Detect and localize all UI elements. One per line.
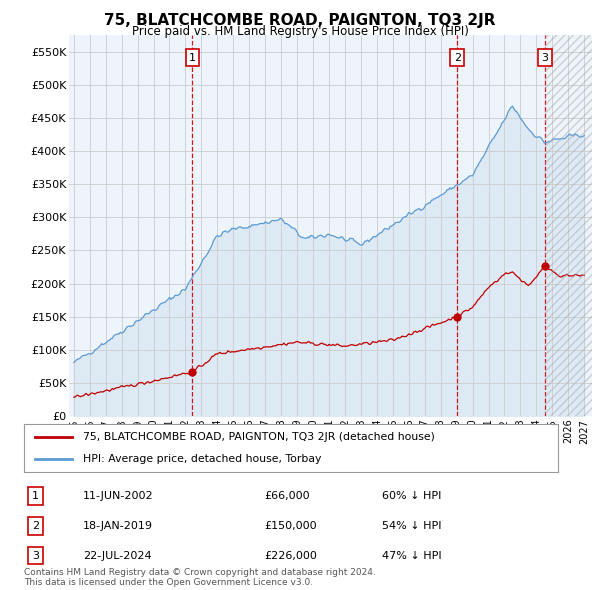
Text: 1: 1 (189, 53, 196, 63)
Text: 54% ↓ HPI: 54% ↓ HPI (382, 521, 441, 530)
Text: 3: 3 (32, 550, 39, 560)
Text: 75, BLATCHCOMBE ROAD, PAIGNTON, TQ3 2JR: 75, BLATCHCOMBE ROAD, PAIGNTON, TQ3 2JR (104, 13, 496, 28)
Text: 2: 2 (32, 521, 40, 530)
Text: 18-JAN-2019: 18-JAN-2019 (83, 521, 153, 530)
Text: Contains HM Land Registry data © Crown copyright and database right 2024.: Contains HM Land Registry data © Crown c… (24, 568, 376, 577)
Text: 3: 3 (542, 53, 548, 63)
Bar (545, 35, 592, 416)
Text: Price paid vs. HM Land Registry's House Price Index (HPI): Price paid vs. HM Land Registry's House … (131, 25, 469, 38)
Text: 11-JUN-2002: 11-JUN-2002 (83, 491, 154, 501)
Text: 47% ↓ HPI: 47% ↓ HPI (382, 550, 442, 560)
Text: HPI: Average price, detached house, Torbay: HPI: Average price, detached house, Torb… (83, 454, 321, 464)
Text: £66,000: £66,000 (265, 491, 310, 501)
Text: 22-JUL-2024: 22-JUL-2024 (83, 550, 151, 560)
Text: 1: 1 (32, 491, 39, 501)
Text: 75, BLATCHCOMBE ROAD, PAIGNTON, TQ3 2JR (detached house): 75, BLATCHCOMBE ROAD, PAIGNTON, TQ3 2JR … (83, 432, 434, 442)
Text: 2: 2 (454, 53, 461, 63)
Text: 60% ↓ HPI: 60% ↓ HPI (382, 491, 441, 501)
Text: £150,000: £150,000 (265, 521, 317, 530)
Text: £226,000: £226,000 (265, 550, 317, 560)
Text: This data is licensed under the Open Government Licence v3.0.: This data is licensed under the Open Gov… (24, 578, 313, 587)
